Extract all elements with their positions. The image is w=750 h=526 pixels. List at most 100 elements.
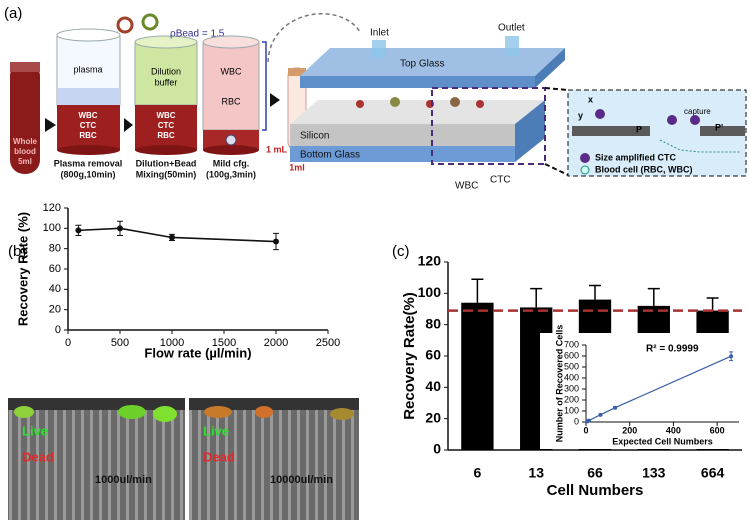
ctc (595, 109, 605, 119)
tube-label: 1ml (289, 162, 305, 172)
bar (461, 302, 494, 450)
y-tick-label: 60 (49, 263, 61, 275)
step-caption: Mixing(50min) (136, 169, 197, 179)
flow-path (659, 139, 740, 153)
point (75, 227, 82, 234)
cylinder-bottom (57, 145, 120, 155)
connector (267, 12, 361, 63)
x-axis-title: Flow rate (µl/min) (144, 345, 251, 360)
cylinder-top (202, 35, 260, 49)
layer-label: RBC (79, 131, 97, 140)
y-tick-label: 200 (564, 394, 579, 404)
point (613, 405, 618, 410)
inlet-port (372, 40, 386, 58)
cylinder (202, 41, 260, 131)
cells-layer (135, 105, 197, 150)
x-tick-label: 600 (710, 425, 725, 435)
cylinder-top (56, 28, 121, 42)
point (117, 225, 123, 232)
panel-label: (c) (392, 243, 410, 260)
y-tick-label: 600 (564, 350, 579, 360)
legend-cell (580, 165, 590, 175)
y-tick-label: 100 (43, 222, 61, 234)
outlet-port (505, 36, 519, 56)
panel-label: (b) (8, 243, 26, 260)
bead (116, 16, 134, 34)
step-caption: Mild cfg. (213, 158, 250, 168)
point (273, 238, 279, 245)
x-axis-title: Expected Cell Numbers (612, 436, 713, 446)
layer-label: CTC (158, 121, 175, 130)
bottom-glass-side (515, 100, 545, 162)
layer-label: Dilution (151, 66, 181, 76)
device-label: CTC (490, 175, 511, 186)
cell (450, 97, 460, 107)
layer-label: RBC (221, 96, 241, 106)
layer-label: CTC (80, 121, 97, 130)
error-bar (471, 278, 484, 303)
panel-label: (a) (4, 5, 22, 22)
legend-label: Size amplified CTC (595, 152, 677, 162)
y-tick-label: 0 (55, 324, 61, 336)
line (78, 227, 277, 243)
layer-label: WBC (221, 66, 242, 76)
axis-label: x (588, 94, 593, 104)
x-tick-label: 13 (528, 465, 544, 481)
x-tick-label: 664 (701, 465, 725, 481)
y-axis-title: Number of Recovered Cells (554, 325, 564, 443)
wall (700, 126, 745, 136)
y-tick-label: 0 (574, 416, 579, 426)
device-label: WBC (455, 181, 478, 192)
plasma-layer (57, 88, 120, 105)
y-tick-label: 120 (43, 202, 61, 214)
x-tick-label: 133 (642, 465, 666, 481)
channel (189, 398, 359, 410)
dead-label: Dead (203, 449, 235, 464)
y-tick-label: 0 (433, 441, 441, 457)
layer-label: WBC (78, 111, 97, 120)
ctc (667, 115, 677, 125)
cell (225, 134, 237, 146)
y-tick-label: 80 (425, 315, 441, 331)
volume-label: 1 mL (266, 144, 288, 154)
images: Live Dead 1000ul/min Live Dead 10000ul/m… (8, 398, 359, 520)
device-label: Outlet (498, 23, 525, 34)
tube-label: blood (14, 147, 36, 156)
silicon (290, 100, 545, 124)
step-caption: Dilution+Bead (136, 158, 197, 168)
y-tick-label: 120 (418, 253, 442, 269)
error-bar (530, 287, 543, 308)
y-axis-title: Recovery Rate (%) (15, 212, 30, 326)
step-caption: (800g,10min) (60, 169, 115, 179)
zoom-line (544, 163, 569, 176)
ctc (690, 115, 700, 125)
rate-label: 10000ul/min (270, 474, 333, 486)
silicon-front (290, 124, 515, 146)
x-axis-title: Cell Numbers (547, 482, 644, 499)
tube-label: 5ml (18, 157, 32, 166)
y-tick-label: 700 (564, 339, 579, 349)
zoom-line (544, 87, 569, 91)
error-bar (647, 287, 660, 306)
layer-label: WBC (156, 111, 175, 120)
x-tick-label: 200 (622, 425, 637, 435)
x-tick-label: 2000 (264, 337, 288, 349)
y-tick-label: 500 (564, 361, 579, 371)
x-tick-label: 500 (111, 337, 129, 349)
cell (356, 100, 364, 108)
cells (118, 405, 146, 419)
inset-background (540, 333, 744, 449)
wall (572, 126, 650, 136)
bead (141, 13, 159, 31)
y-tick-label: 40 (425, 378, 441, 394)
arrow (45, 118, 56, 132)
point (598, 412, 603, 417)
bracket (262, 41, 267, 131)
tube-cap (288, 68, 306, 76)
annotation: R² = 0.9999 (646, 344, 699, 355)
point (729, 354, 734, 359)
zoom-region (431, 87, 546, 165)
legend-label: Blood cell (RBC, WBC) (595, 164, 693, 174)
cylinder-bottom (203, 145, 259, 155)
layer-label: buffer (155, 77, 178, 87)
